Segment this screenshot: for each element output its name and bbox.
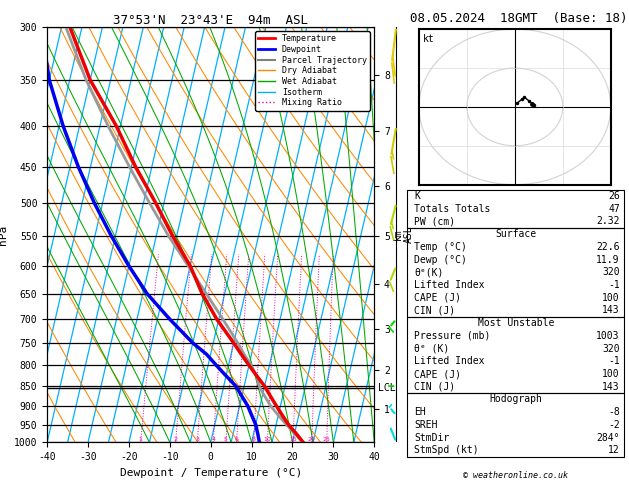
Text: 143: 143 — [602, 382, 620, 392]
Text: StmSpd (kt): StmSpd (kt) — [414, 445, 479, 455]
Text: -1: -1 — [608, 356, 620, 366]
Text: 4: 4 — [211, 437, 215, 442]
Text: LCL: LCL — [379, 383, 396, 393]
X-axis label: Dewpoint / Temperature (°C): Dewpoint / Temperature (°C) — [120, 468, 302, 478]
Text: 100: 100 — [602, 369, 620, 379]
Text: 15: 15 — [289, 437, 297, 442]
Text: Most Unstable: Most Unstable — [477, 318, 554, 328]
Text: 3: 3 — [195, 437, 199, 442]
Text: CIN (J): CIN (J) — [414, 305, 455, 315]
Text: θᵉ (K): θᵉ (K) — [414, 344, 449, 354]
Y-axis label: hPa: hPa — [0, 225, 8, 244]
Text: Lifted Index: Lifted Index — [414, 280, 484, 290]
Y-axis label: km
ASL: km ASL — [392, 226, 415, 243]
Text: -2: -2 — [608, 420, 620, 430]
Text: 10: 10 — [264, 437, 271, 442]
Text: 5: 5 — [224, 437, 228, 442]
Text: Dewp (°C): Dewp (°C) — [414, 255, 467, 264]
Text: -8: -8 — [608, 407, 620, 417]
Text: Surface: Surface — [495, 229, 537, 239]
Text: StmDir: StmDir — [414, 433, 449, 443]
Text: 47: 47 — [608, 204, 620, 214]
Text: 143: 143 — [602, 305, 620, 315]
Text: 284°: 284° — [596, 433, 620, 443]
Text: 11.9: 11.9 — [596, 255, 620, 264]
Text: 08.05.2024  18GMT  (Base: 18): 08.05.2024 18GMT (Base: 18) — [410, 12, 628, 25]
Text: kt: kt — [423, 34, 435, 44]
Text: Pressure (mb): Pressure (mb) — [414, 331, 491, 341]
Text: Totals Totals: Totals Totals — [414, 204, 491, 214]
Text: CIN (J): CIN (J) — [414, 382, 455, 392]
Text: -1: -1 — [608, 280, 620, 290]
Title: 37°53'N  23°43'E  94m  ASL: 37°53'N 23°43'E 94m ASL — [113, 14, 308, 27]
Legend: Temperature, Dewpoint, Parcel Trajectory, Dry Adiabat, Wet Adiabat, Isotherm, Mi: Temperature, Dewpoint, Parcel Trajectory… — [255, 31, 370, 110]
Text: 22.6: 22.6 — [596, 242, 620, 252]
Text: 2.32: 2.32 — [596, 216, 620, 226]
Text: EH: EH — [414, 407, 426, 417]
Text: 2: 2 — [174, 437, 177, 442]
Text: Hodograph: Hodograph — [489, 395, 542, 404]
Text: K: K — [414, 191, 420, 201]
Text: 1003: 1003 — [596, 331, 620, 341]
Text: CAPE (J): CAPE (J) — [414, 369, 461, 379]
Text: 6: 6 — [235, 437, 238, 442]
Text: 320: 320 — [602, 344, 620, 354]
Text: CAPE (J): CAPE (J) — [414, 293, 461, 303]
Text: 26: 26 — [608, 191, 620, 201]
Text: Lifted Index: Lifted Index — [414, 356, 484, 366]
Text: 20: 20 — [308, 437, 316, 442]
Text: θᵉ(K): θᵉ(K) — [414, 267, 443, 277]
Text: 12: 12 — [608, 445, 620, 455]
Text: 8: 8 — [252, 437, 255, 442]
Text: Temp (°C): Temp (°C) — [414, 242, 467, 252]
Text: 25: 25 — [323, 437, 331, 442]
Text: 320: 320 — [602, 267, 620, 277]
Text: SREH: SREH — [414, 420, 437, 430]
Text: 100: 100 — [602, 293, 620, 303]
Text: 1: 1 — [139, 437, 143, 442]
Text: © weatheronline.co.uk: © weatheronline.co.uk — [464, 471, 568, 480]
Text: PW (cm): PW (cm) — [414, 216, 455, 226]
